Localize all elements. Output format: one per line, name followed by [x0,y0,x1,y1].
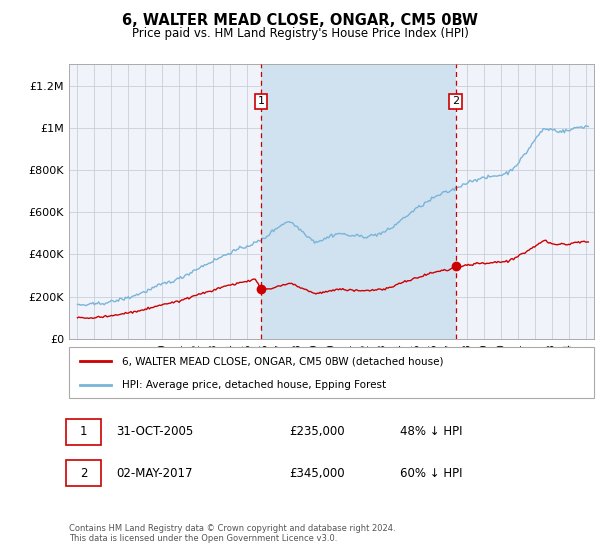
Text: 2: 2 [452,96,459,106]
Text: 31-OCT-2005: 31-OCT-2005 [116,426,193,438]
Text: 60% ↓ HPI: 60% ↓ HPI [400,466,462,480]
Text: 6, WALTER MEAD CLOSE, ONGAR, CM5 0BW: 6, WALTER MEAD CLOSE, ONGAR, CM5 0BW [122,13,478,28]
Text: 2: 2 [80,466,88,480]
Bar [261,64,455,339]
Text: 48% ↓ HPI: 48% ↓ HPI [400,426,462,438]
FancyBboxPatch shape [67,419,101,445]
Text: 1: 1 [80,426,88,438]
Text: £345,000: £345,000 [290,466,345,480]
Text: 02-MAY-2017: 02-MAY-2017 [116,466,193,480]
Text: HPI: Average price, detached house, Epping Forest: HPI: Average price, detached house, Eppi… [121,380,386,390]
Text: Contains HM Land Registry data © Crown copyright and database right 2024.
This d: Contains HM Land Registry data © Crown c… [69,524,395,543]
Text: £235,000: £235,000 [290,426,345,438]
Text: 6, WALTER MEAD CLOSE, ONGAR, CM5 0BW (detached house): 6, WALTER MEAD CLOSE, ONGAR, CM5 0BW (de… [121,356,443,366]
Text: 1: 1 [257,96,265,106]
Text: Price paid vs. HM Land Registry's House Price Index (HPI): Price paid vs. HM Land Registry's House … [131,27,469,40]
FancyBboxPatch shape [67,460,101,487]
